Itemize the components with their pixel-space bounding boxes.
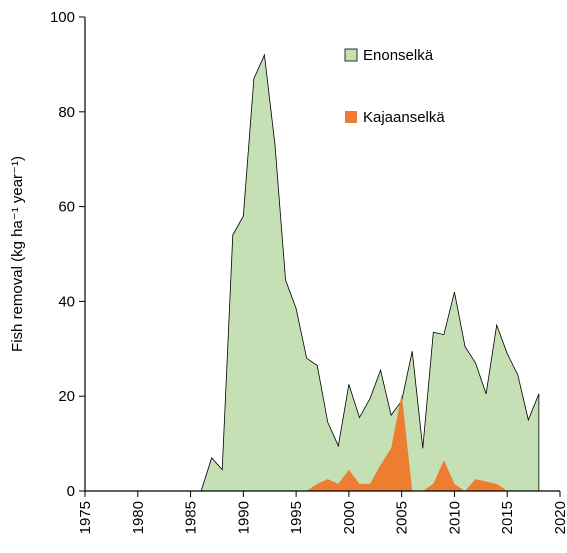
x-tick-label: 2005 [394,501,411,534]
area [200,53,540,492]
x-tick-label: 1980 [130,501,147,534]
y-tick-label: 40 [58,293,75,310]
y-tick-label: 100 [50,9,75,26]
legend-swatch [345,111,357,123]
legend-label: Kajaanselkä [363,109,445,126]
y-tick-label: 60 [58,199,75,216]
x-tick-label: 1990 [235,501,252,534]
x-tick-label: 2015 [499,501,516,534]
x-tick-label: 2000 [341,501,358,534]
y-tick-label: 20 [58,388,75,405]
x-tick-label: 1995 [288,501,305,534]
y-tick-label: 80 [58,104,75,121]
y-axis-label: Fish removal (kg ha⁻¹ year⁻¹) [9,156,26,352]
x-tick-label: 2020 [552,501,567,534]
y-tick-label: 0 [67,483,75,500]
area [306,393,508,491]
x-tick-label: 2010 [446,501,463,534]
x-tick-label: 1985 [183,501,200,534]
x-tick-label: 1975 [77,501,94,534]
legend-label: Enonselkä [363,47,434,64]
legend-swatch [344,48,358,62]
